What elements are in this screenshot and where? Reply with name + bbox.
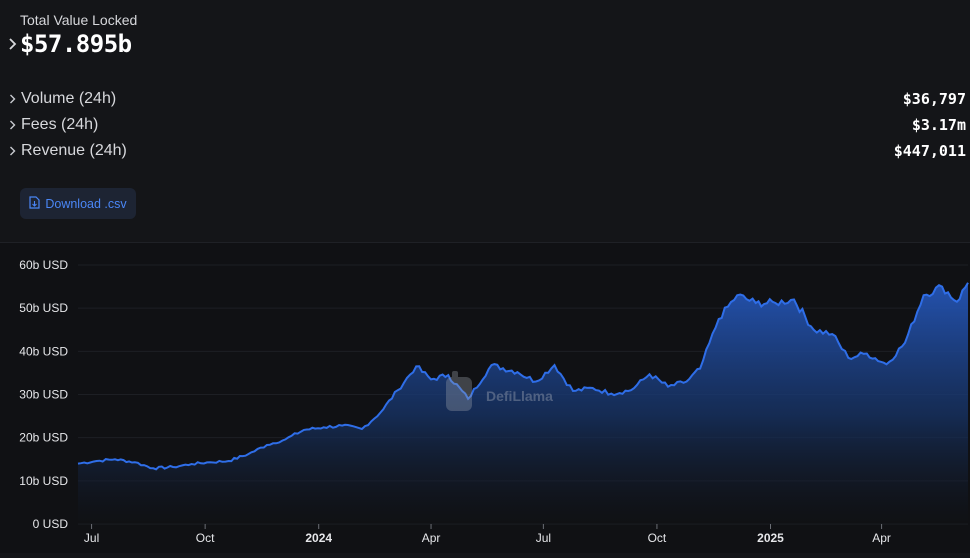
file-download-icon [29,195,40,212]
y-tick-label: 30b USD [19,388,68,402]
tvl-row[interactable]: $57.895b [6,30,132,58]
download-csv-label: Download .csv [45,196,127,211]
metric-value: $36,797 [902,90,966,108]
download-csv-button[interactable]: Download .csv [20,188,136,219]
llama-logo-icon [446,371,472,411]
chevron-right-icon[interactable] [6,118,20,132]
tvl-chart[interactable]: 0 USD 10b USD 20b USD 30b USD 40b USD 50b USD… [0,242,970,553]
y-tick-label: 40b USD [19,344,68,358]
x-tick-label: Jul [536,531,551,545]
metric-volume[interactable]: Volume (24h) $36,797 [6,88,966,110]
tvl-chart-svg[interactable]: 0 USD 10b USD 20b USD 30b USD 40b USD 50b USD… [0,243,970,553]
y-tick-label: 50b USD [19,301,68,315]
summary-panel: Total Value Locked $57.895b Volume (24h)… [0,0,970,240]
y-tick-label: 10b USD [19,474,68,488]
metric-label: Fees (24h) [21,116,99,133]
watermark: DefiLlama [446,371,553,411]
metric-label: Revenue (24h) [21,142,127,159]
tvl-line[interactable] [77,282,969,471]
tvl-label: Total Value Locked [20,12,138,28]
metric-label: Volume (24h) [21,90,117,107]
x-tick-label: Oct [648,531,667,545]
metric-value: $3.17m [911,116,966,134]
metric-value: $447,011 [893,142,966,160]
metric-revenue[interactable]: Revenue (24h) $447,011 [6,140,966,162]
tvl-area [78,282,968,524]
chevron-right-icon[interactable] [6,144,20,158]
y-tick-label: 0 USD [33,517,69,531]
chevron-right-icon[interactable] [6,37,20,51]
metric-fees[interactable]: Fees (24h) $3.17m [6,114,966,136]
tvl-value: $57.895b [20,30,132,58]
x-tick-label: Apr [422,531,441,545]
x-tick-label: 2024 [305,531,332,545]
x-tick-label: 2025 [757,531,784,545]
y-tick-label: 60b USD [19,258,68,272]
x-tick-label: Oct [196,531,215,545]
y-tick-label: 20b USD [19,431,68,445]
chevron-right-icon[interactable] [6,92,20,106]
x-tick-label: Apr [872,531,891,545]
x-tick-label: Jul [84,531,99,545]
watermark-text: DefiLlama [486,388,553,404]
